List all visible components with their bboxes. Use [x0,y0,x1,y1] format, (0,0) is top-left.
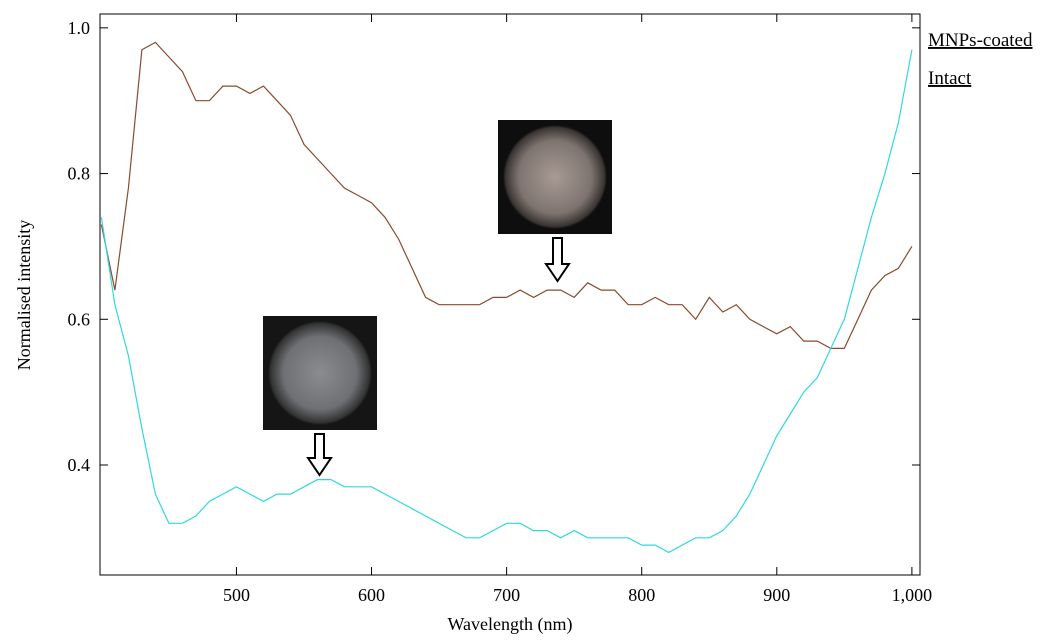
x-tick-label: 500 [223,585,250,605]
legend-entry: Intact [928,68,972,89]
plot-frame [99,13,921,576]
arrow [544,237,571,283]
inset-image [263,316,377,430]
x-tick-label: 800 [628,585,655,605]
x-tick-label: 900 [763,585,790,605]
y-tick-label: 0.4 [68,455,91,475]
x-tick-label: 1,000 [892,585,933,605]
series-line [100,41,913,349]
inset-image [498,120,612,234]
y-tick-label: 0.8 [68,164,91,184]
y-tick-label: 0.6 [68,309,91,329]
legend-entry: MNPs-coated [928,30,1033,51]
series-line [100,49,913,554]
x-tick-label: 700 [493,585,520,605]
x-tick-label: 600 [358,585,385,605]
y-tick-label: 1.0 [68,18,91,38]
arrow [306,433,333,477]
x-axis-label: Wavelength (nm) [447,614,572,635]
y-axis-label: Normalised intensity [14,220,34,370]
